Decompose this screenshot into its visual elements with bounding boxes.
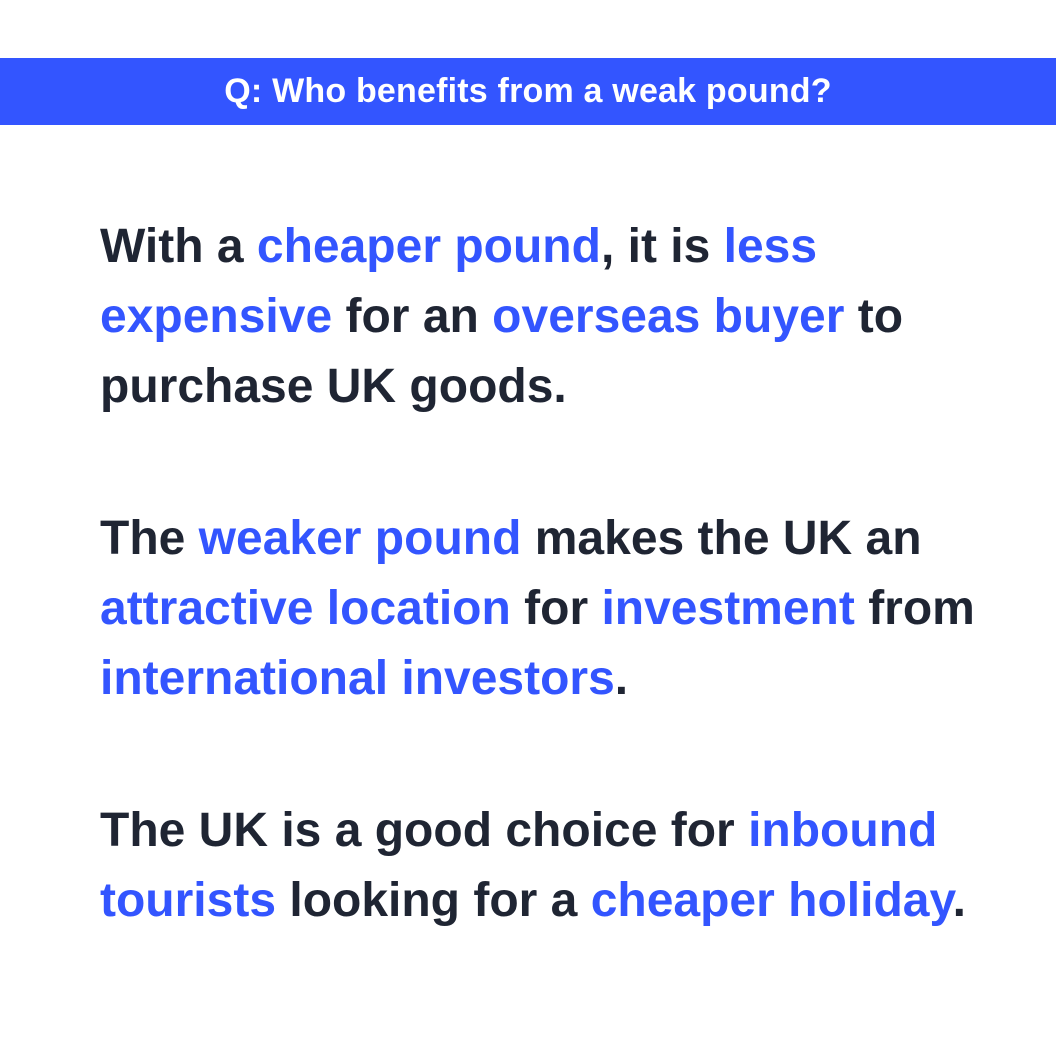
question-banner: Q: Who benefits from a weak pound? xyxy=(0,58,1056,125)
text-segment: The UK is a good choice for xyxy=(100,804,749,857)
text-segment: . xyxy=(614,652,629,705)
highlight-inbound-tourists: inbound tourists xyxy=(100,804,938,927)
highlight-overseas-buyer: overseas buyer xyxy=(492,290,845,343)
highlight-investment: investment xyxy=(601,582,855,635)
paragraph-export-benefit: With a cheaper pound, it is less expensi… xyxy=(100,212,1020,422)
highlight-weaker-pound: weaker pound xyxy=(198,512,522,565)
answer-content: With a cheaper pound, it is less expensi… xyxy=(100,212,1020,936)
text-segment: . xyxy=(952,874,966,927)
text-segment: looking for a xyxy=(276,874,591,927)
paragraph-tourism-benefit: The UK is a good choice for inbound tour… xyxy=(100,796,1020,936)
text-segment: , it is xyxy=(600,220,724,273)
question-title: Q: Who benefits from a weak pound? xyxy=(224,72,832,110)
highlight-attractive-location: attractive location xyxy=(100,582,511,635)
highlight-cheaper-holiday: cheaper holiday xyxy=(590,874,953,927)
highlight-cheaper-pound: cheaper pound xyxy=(256,220,601,273)
highlight-international-investors: international investors xyxy=(100,652,615,705)
text-segment: for an xyxy=(332,290,493,343)
text-segment: for xyxy=(510,582,602,635)
paragraph-investment-benefit: The weaker pound makes the UK an attract… xyxy=(100,504,1020,714)
text-segment: With a xyxy=(100,220,257,273)
text-segment: from xyxy=(854,582,975,635)
text-segment: to purchase UK goods. xyxy=(100,290,904,413)
text-segment: makes the UK an xyxy=(521,512,922,565)
highlight-less-expensive: less expensive xyxy=(100,220,818,343)
text-segment: The xyxy=(100,512,199,565)
